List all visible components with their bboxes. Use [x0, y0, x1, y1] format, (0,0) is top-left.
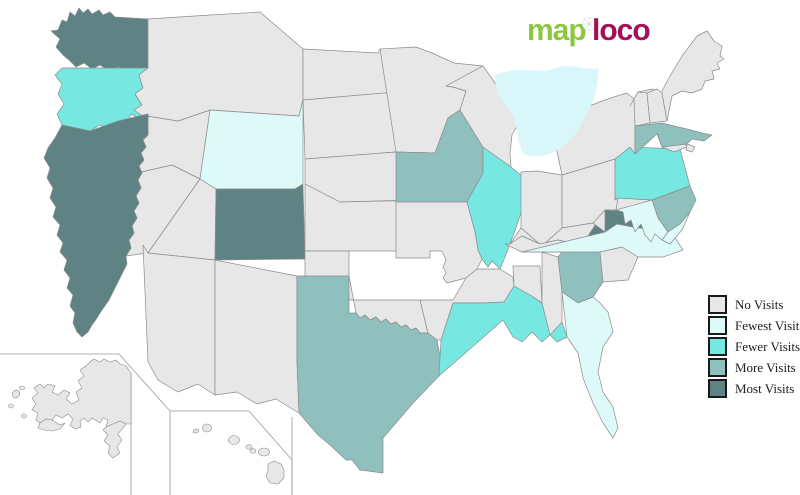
svg-text:Fewer Visits: Fewer Visits — [735, 339, 800, 354]
svg-text:More Visits: More Visits — [735, 360, 796, 375]
svg-text:map: map — [527, 14, 586, 47]
svg-text:No Visits: No Visits — [735, 297, 783, 312]
svg-text:loco: loco — [592, 14, 650, 47]
svg-text:Fewest Visits: Fewest Visits — [735, 318, 800, 333]
svg-text:Most Visits: Most Visits — [735, 381, 794, 396]
